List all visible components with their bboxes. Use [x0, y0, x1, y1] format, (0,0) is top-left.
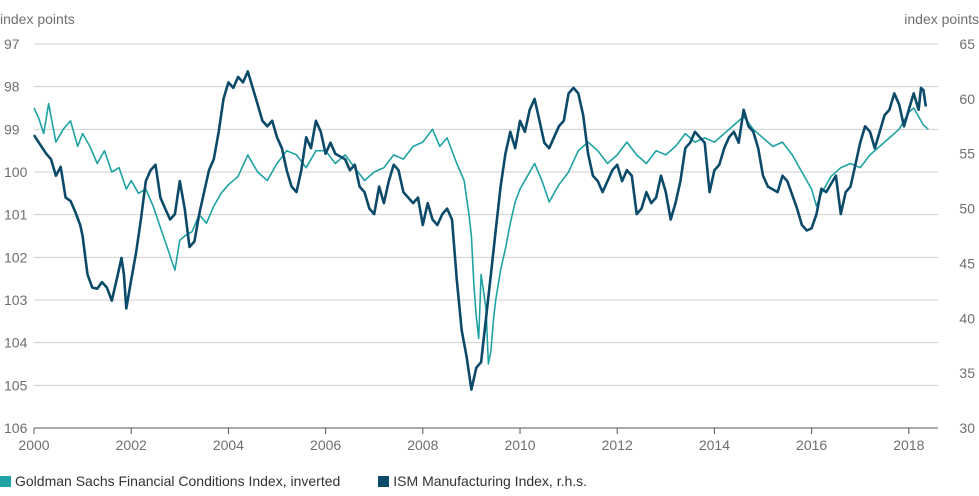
x-tick-label: 2010: [504, 437, 535, 453]
gridlines: [34, 43, 938, 429]
y-left-unit-label: index points: [0, 11, 75, 27]
series-lines: [32, 70, 929, 391]
legend-label: ISM Manufacturing Index, r.h.s.: [393, 473, 588, 489]
y-right-tick-label: 60: [959, 91, 975, 107]
y-left-tick-label: 104: [4, 335, 28, 351]
y-left-tick-label: 106: [4, 420, 28, 436]
y-right-tick-label: 65: [959, 36, 975, 52]
x-tick-label: 2012: [602, 437, 633, 453]
y-right-tick-label: 45: [959, 255, 975, 271]
y-left-tick-label: 97: [4, 36, 20, 52]
y-left-tick-label: 101: [4, 207, 28, 223]
y-right-tick-label: 50: [959, 201, 975, 217]
x-tick-label: 2000: [18, 437, 49, 453]
x-tick-label: 2002: [116, 437, 147, 453]
y-left-tick-label: 100: [4, 164, 28, 180]
y-right-tick-label: 55: [959, 146, 975, 162]
line-chart: 97 98 99 100 101 102 103 104 105 106 65 60 55 50 45 40 3…: [0, 11, 979, 453]
series-line-gs-fci: [33, 102, 929, 365]
legend-item-gs-fci: Goldman Sachs Financial Conditions Index…: [0, 473, 340, 489]
legend-swatch: [0, 475, 11, 487]
y-left-tick-label: 98: [4, 79, 20, 95]
y-left-tick-label: 105: [4, 377, 28, 393]
legend-swatch: [378, 475, 390, 487]
y-right-tick-label: 30: [959, 420, 975, 436]
legend-item-ism: ISM Manufacturing Index, r.h.s.: [378, 473, 587, 489]
x-tick-label: 2018: [893, 437, 924, 453]
axes: 97 98 99 100 101 102 103 104 105 106 65 60 55 50 45 40 3…: [4, 36, 975, 453]
series-line-ism: [32, 70, 928, 391]
legend-label: Goldman Sachs Financial Conditions Index…: [15, 473, 341, 489]
x-tick-label: 2008: [407, 437, 438, 453]
x-tick-label: 2016: [796, 437, 827, 453]
x-tick-label: 2006: [310, 437, 341, 453]
y-right-tick-label: 40: [959, 310, 975, 326]
x-tick-label: 2004: [213, 437, 244, 453]
y-right-tick-label: 35: [959, 365, 975, 381]
y-left-tick-label: 102: [4, 249, 28, 265]
x-tick-label: 2014: [699, 437, 730, 453]
y-left-tick-label: 99: [4, 121, 20, 137]
y-right-unit-label: index points: [904, 11, 979, 27]
legend: Goldman Sachs Financial Conditions Index…: [0, 470, 625, 492]
y-left-tick-label: 103: [4, 292, 28, 308]
